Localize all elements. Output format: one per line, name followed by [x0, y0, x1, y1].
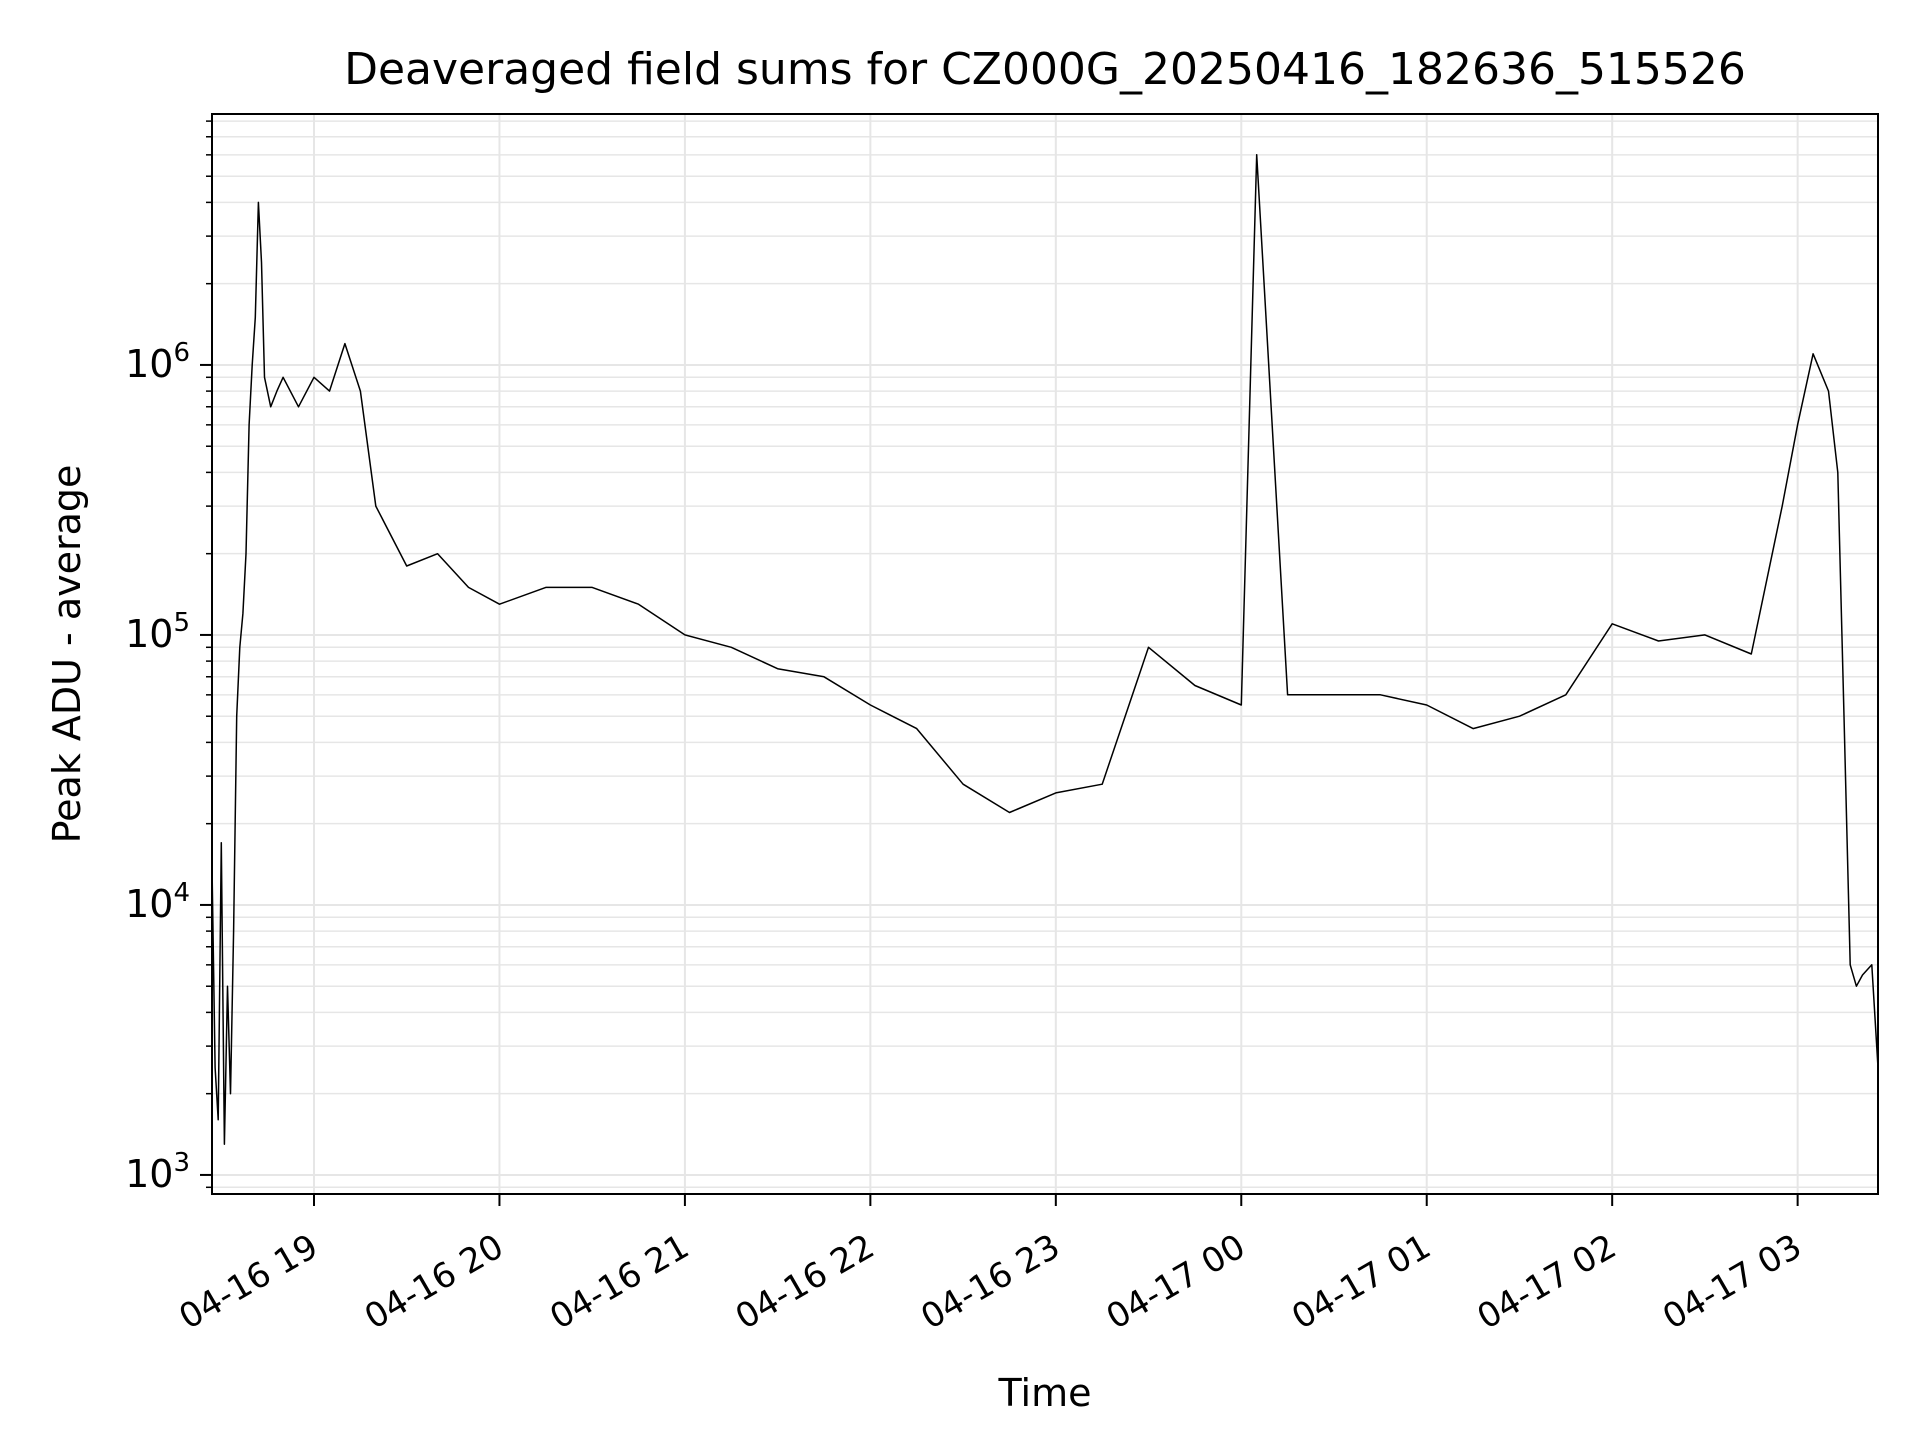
series-line — [211, 154, 1879, 1145]
y-tick-exponent: 3 — [173, 1148, 190, 1178]
y-tick-exponent: 5 — [173, 608, 190, 638]
y-tick-exponent: 4 — [173, 878, 190, 908]
y-tick-label: 106 — [125, 338, 190, 386]
grid — [212, 114, 1878, 1194]
plot-frame — [211, 113, 1879, 1195]
y-tick-label: 105 — [125, 608, 190, 656]
y-tick-base: 10 — [125, 882, 173, 926]
x-axis-label: Time — [998, 1371, 1092, 1415]
y-tick-base: 10 — [125, 612, 173, 656]
y-axis-label: Peak ADU - average — [45, 465, 89, 844]
y-tick-exponent: 6 — [173, 338, 190, 368]
chart-title: Deaveraged field sums for CZ000G_2025041… — [344, 44, 1746, 95]
line-layer — [211, 154, 1879, 1145]
y-tick-base: 10 — [125, 342, 173, 386]
y-tick-label: 104 — [125, 878, 190, 926]
y-tick-base: 10 — [125, 1152, 173, 1196]
y-tick-label: 103 — [125, 1148, 190, 1196]
